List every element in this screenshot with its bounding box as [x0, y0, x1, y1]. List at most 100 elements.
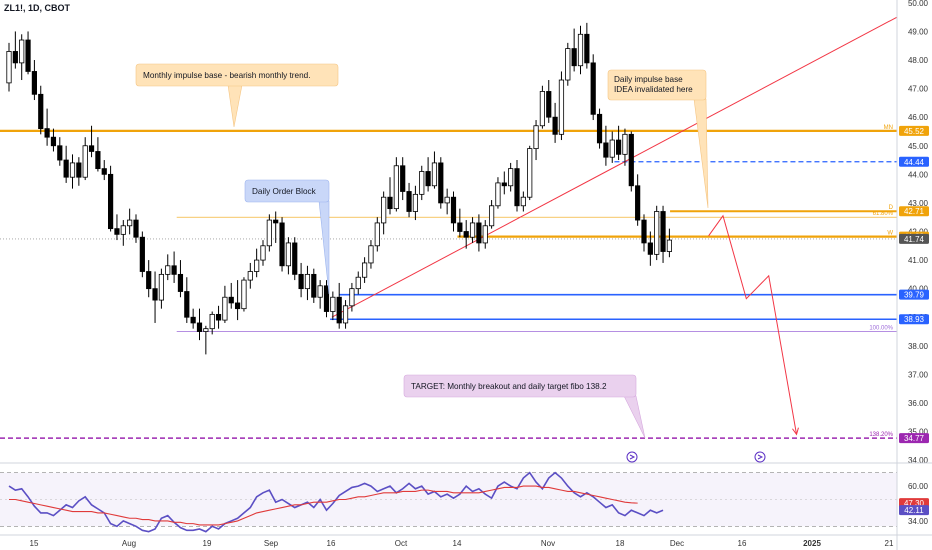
candle-body [146, 271, 152, 290]
candle-body [76, 162, 82, 178]
candle-body [266, 219, 272, 247]
candle-body [292, 242, 298, 275]
candle [273, 211, 279, 243]
candle-body [241, 279, 247, 310]
candle-body [406, 191, 412, 212]
rsi-tick-label: 60.00 [908, 482, 929, 491]
candle-body [641, 219, 647, 244]
candle [425, 157, 431, 192]
candle [654, 205, 660, 261]
candle [38, 85, 44, 135]
candle [482, 220, 488, 249]
candle-body [488, 205, 495, 227]
candle-body [495, 182, 501, 207]
candle [196, 308, 203, 341]
time-tick-label: 19 [203, 539, 212, 548]
candle-body [596, 113, 603, 144]
price-tick-label: 37.00 [908, 370, 929, 379]
callout-text: TARGET: Monthly breakout and daily targe… [411, 382, 607, 391]
time-tick-label: Oct [395, 539, 408, 548]
candle-body [565, 48, 571, 81]
time-tick-label: Sep [264, 539, 279, 548]
price-tick-label: 40.00 [908, 285, 929, 294]
candle [514, 160, 520, 212]
price-tag [899, 314, 929, 325]
arrow-circle-icon [626, 451, 638, 463]
price-tag-label: 38.93 [904, 315, 925, 324]
candle [336, 282, 342, 329]
callout-text: Monthly impulse base - bearish monthly t… [143, 71, 310, 80]
candle-body [381, 196, 387, 224]
candle-body [635, 185, 641, 221]
candle [584, 22, 590, 69]
candle-body [203, 328, 209, 332]
level-tag: 61.80% [873, 211, 894, 217]
candle-body [482, 225, 488, 244]
candle-body [114, 228, 120, 235]
candle [419, 165, 425, 201]
candle-body [603, 142, 609, 158]
candle-body [108, 173, 114, 230]
level-tag: W [887, 231, 893, 237]
price-tag-label: 44.44 [904, 158, 925, 167]
price-tag-label: 34.77 [904, 434, 925, 443]
candle-body [330, 296, 336, 312]
candle [603, 125, 609, 166]
candle [152, 271, 158, 323]
candle [400, 157, 406, 201]
level-tag: 100.00% [869, 326, 893, 332]
candle [82, 137, 88, 181]
price-tag-label: 39.79 [904, 291, 925, 300]
candle [279, 217, 285, 272]
candle-body [527, 148, 533, 198]
candle-body [184, 291, 190, 318]
callout-text: Daily Order Block [252, 187, 317, 196]
candle-body [438, 162, 444, 204]
candle [88, 125, 95, 158]
candle-body [584, 33, 590, 64]
candle-body [660, 211, 666, 252]
candle [127, 208, 133, 235]
price-tick-label: 35.00 [908, 428, 929, 437]
candle-body [387, 196, 393, 210]
candle-body [69, 162, 76, 178]
rsi-tag-label: 42.11 [904, 506, 924, 515]
candle [31, 60, 38, 101]
candle-body [323, 285, 330, 312]
candle [508, 162, 514, 192]
price-tick-label: 46.00 [908, 113, 929, 122]
price-tag [899, 233, 929, 244]
candle-body [336, 296, 342, 324]
candle-body [412, 193, 419, 212]
candle-body [196, 322, 203, 332]
candle [539, 85, 546, 129]
candle [203, 325, 209, 355]
price-tag-label: 42.71 [904, 207, 925, 216]
callout-box [244, 179, 330, 203]
candle-body [127, 219, 133, 227]
candle-body [514, 168, 520, 207]
price-tick-label: 49.00 [908, 27, 929, 36]
candle-body [177, 273, 184, 292]
candle-body [400, 165, 406, 192]
candle-body [6, 51, 12, 84]
candle [527, 145, 533, 201]
candle-body [431, 162, 438, 187]
candle [108, 165, 114, 232]
callout-text: IDEA invalidated here [614, 85, 693, 94]
candle-body [552, 116, 558, 135]
candle [374, 217, 380, 252]
time-tick-label: 16 [327, 539, 336, 548]
candle-body [101, 168, 107, 175]
candle [361, 257, 368, 283]
candle [476, 214, 482, 252]
candle-body [88, 145, 95, 152]
rsi-band [0, 472, 897, 527]
candle [520, 191, 526, 212]
candle [285, 237, 292, 275]
candle-body [209, 313, 215, 330]
price-tick-label: 50.00 [908, 0, 929, 8]
callout-box [403, 374, 637, 398]
candle-body [317, 285, 323, 298]
time-tick-label: Nov [541, 539, 555, 548]
